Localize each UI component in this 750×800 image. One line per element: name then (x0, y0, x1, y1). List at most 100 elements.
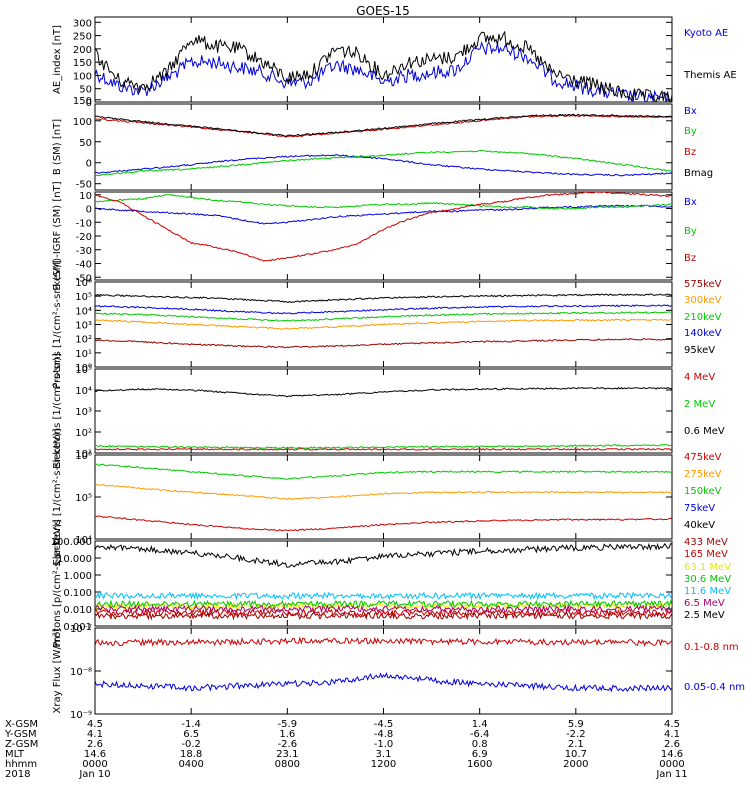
legend-2-mev: 2 MeV (684, 399, 715, 410)
legend-140kev: 140keV (684, 328, 722, 339)
panel-1: 300 250 200 150 100 50 0 AE_index [nT] Kyoto AE T… (52, 16, 737, 109)
panel-4: 10⁶ 10⁵ 10⁴ 10³ 10² 10¹ 10⁰ Protons [1/(cm²-s-s… (52, 260, 722, 388)
legend-40kev: 40keV (684, 520, 715, 531)
x-axis-value: 6.9 (472, 749, 488, 760)
series-line-by (95, 193, 672, 210)
x-axis-row-label: 2018 (5, 769, 30, 780)
y-tick-label: 10¹ (75, 449, 92, 460)
panel-8: 10⁻⁷ 10⁻⁸ 10⁻⁹ Xray Flux [W/m²] 0.1-0.8 nm 0.… (52, 624, 745, 721)
series-line-140kev (95, 304, 672, 315)
legend-150kev: 150keV (684, 486, 722, 497)
series-line-275kev (95, 483, 672, 501)
y-tick-label: 100 (73, 71, 92, 82)
x-axis-row-label: hhmm (5, 759, 37, 770)
panel-frame (94, 103, 673, 191)
y-tick-label: 0.010 (63, 605, 92, 616)
panel-2: 150 100 50 0 -50 B (SM) [nT] Bx By Bz Bmag (52, 96, 713, 191)
y-tick-label: 10 (79, 191, 92, 202)
x-axis-value: 0400 (178, 759, 203, 770)
series-line-0-6-mev (95, 386, 672, 398)
legend-30-6-mev: 30.6 MeV (684, 574, 731, 585)
series-line-2-mev (95, 443, 672, 449)
legend-by: By (684, 226, 697, 237)
y-axis-label: B (SM) [nT] (52, 119, 63, 175)
legend-475kev: 475keV (684, 452, 722, 463)
x-axis-value: 4.5 (87, 719, 103, 730)
y-tick-label: 100.000 (51, 537, 92, 548)
panel-frame (94, 627, 673, 715)
legend-0-05-0-4-nm: 0.05-0.4 nm (684, 682, 745, 693)
series-line-0-1-0-8-nm (95, 636, 672, 647)
legend-433-mev: 433 MeV (684, 537, 728, 548)
legend-bmag: Bmag (684, 168, 713, 179)
x-axis-value: 2.1 (568, 739, 584, 750)
y-tick-label: -30 (76, 246, 92, 257)
x-axis-value: 2.6 (87, 739, 103, 750)
x-axis-value: 4.1 (664, 729, 680, 740)
y-tick-label: 10⁵ (75, 292, 92, 303)
x-axis-value: 14.6 (661, 749, 683, 760)
x-axis-value: Jan 10 (78, 769, 110, 780)
legend-bx: Bx (684, 106, 697, 117)
legend-bx: Bx (684, 197, 697, 208)
series-line-150kev (95, 463, 672, 480)
panel-frame (94, 16, 673, 103)
x-axis-value: -2.6 (278, 739, 298, 750)
series-line-bz (95, 192, 672, 262)
y-tick-label: -50 (76, 273, 92, 284)
panel-5: 10⁵ 10⁴ 10³ 10² 10¹ Electrons [1/(cm²-s-sr)] 4… (52, 353, 725, 469)
y-tick-label: 10⁴ (75, 386, 92, 397)
x-axis-value: 1200 (371, 759, 396, 770)
y-tick-label: 10⁴ (75, 535, 92, 546)
y-axis-label: Protons [p/(cm²-s-sr-keV)] (52, 519, 63, 647)
y-tick-label: 10⁴ (75, 306, 92, 317)
y-tick-label: 10⁻⁹ (70, 710, 92, 721)
y-tick-label: 10² (75, 335, 92, 346)
series-line-kyoto-ae (95, 41, 671, 102)
y-tick-label: 10¹ (75, 349, 92, 360)
y-tick-label: 0 (86, 159, 92, 170)
y-tick-label: 10⁻⁸ (70, 667, 92, 678)
y-tick-label: -10 (76, 218, 92, 229)
y-tick-label: 10⁻⁷ (70, 624, 92, 635)
legend-75kev: 75keV (684, 503, 715, 514)
panel-frame (94, 454, 673, 540)
y-tick-label: 10³ (75, 321, 92, 332)
y-tick-label: 10⁰ (75, 363, 92, 374)
x-axis-value: 2000 (563, 759, 588, 770)
legend-95kev: 95keV (684, 345, 715, 356)
y-tick-label: 250 (73, 32, 92, 43)
series-line-300kev (95, 318, 672, 330)
series-line-575kev (95, 338, 672, 349)
x-axis-value: 1600 (467, 759, 492, 770)
y-tick-label: 10⁶ (75, 278, 92, 289)
x-axis-value: 0800 (275, 759, 300, 770)
y-axis-label: Xray Flux [W/m²] (52, 628, 63, 713)
legend-300kev: 300keV (684, 295, 722, 306)
legend-bz: Bz (684, 253, 696, 264)
y-axis-label: B (SM)-IGRF (SM) [nT] (52, 181, 63, 290)
y-axis-label: Protons [1/(cm²-s-sr-keV)] (52, 260, 63, 388)
x-axis-value: 3.1 (376, 749, 392, 760)
y-tick-label: 10⁵ (75, 365, 92, 376)
x-axis-value: -5.9 (278, 719, 298, 730)
y-tick-label: 1.000 (63, 571, 92, 582)
series-line-475kev (95, 515, 672, 532)
x-axis-value: -4.5 (374, 719, 394, 730)
series-line-by (95, 149, 672, 177)
legend-bz: Bz (684, 147, 696, 158)
legend-2-5-mev: 2.5 MeV (684, 610, 725, 621)
series-line-2-5-mev (95, 542, 672, 568)
y-axis-label: Electrons [1/(cm²-s-sr-keV)] (52, 428, 63, 565)
panel-7: 100.000 10.000 1.000 0.100 0.010 0.001Protons… (51, 519, 732, 647)
y-tick-label: 10⁶ (75, 451, 92, 462)
series-line-bx (95, 204, 672, 225)
x-axis-row-label: Z-GSM (5, 739, 38, 750)
x-axis-table: X-GSM 4.5 -1.4 -5.9 -4.5 1.4 5.9 4.5 Y-GSM 4.1 6.5… (4, 719, 688, 780)
x-axis-value: -0.2 (181, 739, 201, 750)
x-axis-value: Jan 11 (655, 769, 687, 780)
legend-11-6-mev: 11.6 MeV (684, 586, 731, 597)
x-axis-row-label: MLT (5, 749, 25, 760)
legend-by: By (684, 126, 697, 137)
x-axis-value: 1.4 (472, 719, 488, 730)
